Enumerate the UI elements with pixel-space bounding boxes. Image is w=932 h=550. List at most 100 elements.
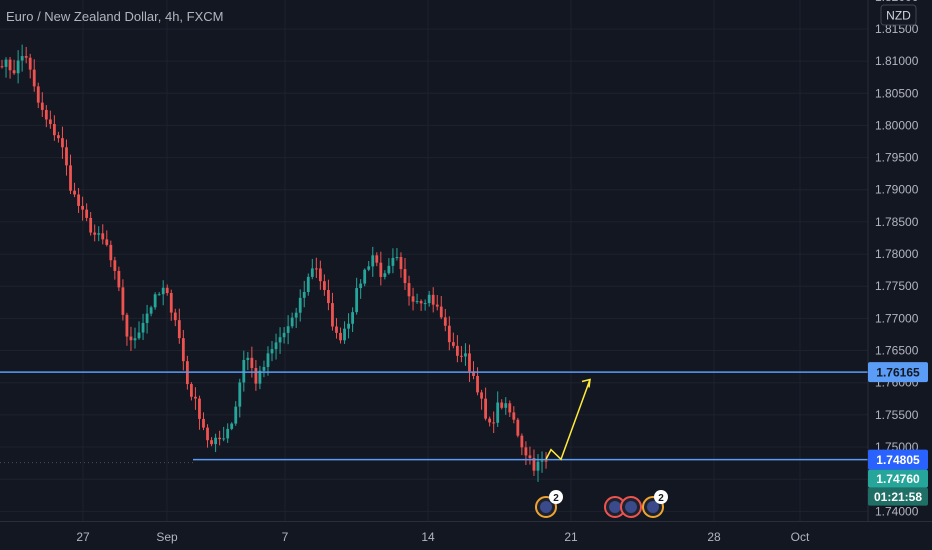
event-count-text: 2	[658, 493, 664, 504]
candle-body	[351, 312, 355, 324]
candle-body	[427, 294, 431, 304]
price-tick-label: 1.79000	[875, 183, 919, 197]
candle-body	[113, 260, 117, 271]
price-tick-label: 1.80000	[875, 118, 919, 132]
price-tags: 1.76165 1.74805 1.74760 01:21:58	[868, 362, 928, 506]
candle-body	[173, 312, 177, 321]
grid-lines	[0, 0, 868, 521]
candle-body	[81, 205, 84, 210]
eu-flag-icon	[647, 501, 659, 513]
candle-body	[121, 287, 125, 315]
candle-body	[310, 268, 314, 277]
candle-body	[464, 353, 467, 357]
price-tag	[868, 362, 928, 383]
candle-body	[298, 297, 302, 313]
price-tick-label: 1.80500	[875, 86, 919, 100]
candle-body	[379, 262, 383, 277]
candle-body	[77, 194, 80, 206]
candle-body	[528, 455, 532, 459]
candle-body	[258, 370, 262, 384]
candle-body	[52, 124, 56, 136]
price-tag	[868, 449, 928, 470]
candle-body	[391, 257, 395, 266]
candle-body	[206, 427, 209, 441]
candle-body	[262, 366, 266, 371]
price-tick-label: 1.82000	[875, 0, 919, 4]
candle-body	[335, 326, 338, 333]
candle-body	[24, 56, 28, 58]
candle-body	[105, 239, 109, 245]
candle-body	[500, 402, 504, 408]
candle-body	[117, 270, 121, 288]
candle-body	[331, 303, 334, 327]
candle-body	[411, 296, 415, 302]
candle-body	[367, 266, 371, 270]
candle-body	[137, 332, 141, 339]
time-tick-label: Sep	[156, 530, 178, 544]
candle-body	[250, 357, 254, 369]
candle-body	[28, 57, 32, 70]
candle-body	[109, 244, 113, 261]
eu-flag-icon	[625, 501, 637, 513]
candle-body	[290, 317, 294, 327]
time-tick-label: 21	[564, 530, 578, 544]
candle-body	[214, 437, 217, 445]
candle-body	[536, 461, 540, 471]
candle-body	[57, 135, 60, 139]
time-tick-label: Oct	[791, 530, 810, 544]
candle-body	[323, 281, 326, 290]
candle-body	[387, 265, 391, 274]
candle-body	[347, 323, 350, 329]
candle-body	[286, 326, 290, 333]
candle-body	[443, 317, 447, 326]
candle-body	[61, 138, 64, 148]
time-tick-label: 14	[421, 530, 435, 544]
candle-body	[460, 355, 463, 357]
candle-body	[520, 435, 524, 448]
candle-body	[302, 291, 306, 298]
candle-body	[488, 418, 492, 423]
time-tick-label: 7	[282, 530, 289, 544]
time-tick-label: 27	[76, 530, 90, 544]
chart-title: Euro / New Zealand Dollar, 4h, FXCM	[6, 9, 224, 24]
time-tick-label: 28	[707, 530, 721, 544]
candle-body	[93, 232, 97, 235]
candle-body	[435, 304, 439, 307]
candle-body	[129, 336, 133, 341]
candle-body	[355, 288, 359, 313]
candle-body	[532, 458, 536, 471]
currency-badge[interactable]: NZD	[880, 4, 917, 26]
price-tag-label: 1.74760	[876, 472, 920, 486]
currency-badge-label: NZD	[886, 9, 911, 23]
candle-body	[270, 349, 274, 354]
candle-body	[177, 320, 181, 339]
candle-body	[512, 412, 516, 420]
candle-body	[339, 332, 342, 341]
candle-body	[69, 165, 72, 191]
candle-body	[516, 419, 520, 436]
candle-body	[455, 345, 459, 356]
price-tick-label: 1.81000	[875, 54, 919, 68]
candlestick-series	[0, 44, 548, 482]
candle-body	[363, 269, 367, 284]
candle-body	[447, 325, 451, 343]
eu-flag-icon	[609, 501, 621, 513]
candle-body	[399, 257, 403, 270]
candle-body	[314, 268, 318, 270]
candle-body	[246, 357, 250, 360]
candle-body	[85, 209, 89, 218]
candle-body	[431, 294, 435, 305]
candle-body	[222, 438, 226, 440]
candle-body	[145, 313, 149, 323]
candle-body	[16, 60, 20, 74]
event-count-badge	[654, 490, 668, 504]
time-axis[interactable]: 27 Sep 7 14 21 28 Oct	[76, 530, 810, 544]
candle-body	[492, 422, 496, 424]
price-tick-label: 1.78500	[875, 215, 919, 229]
candle-body	[125, 314, 129, 337]
candle-body	[0, 66, 4, 68]
event-count-text: 2	[553, 493, 559, 504]
